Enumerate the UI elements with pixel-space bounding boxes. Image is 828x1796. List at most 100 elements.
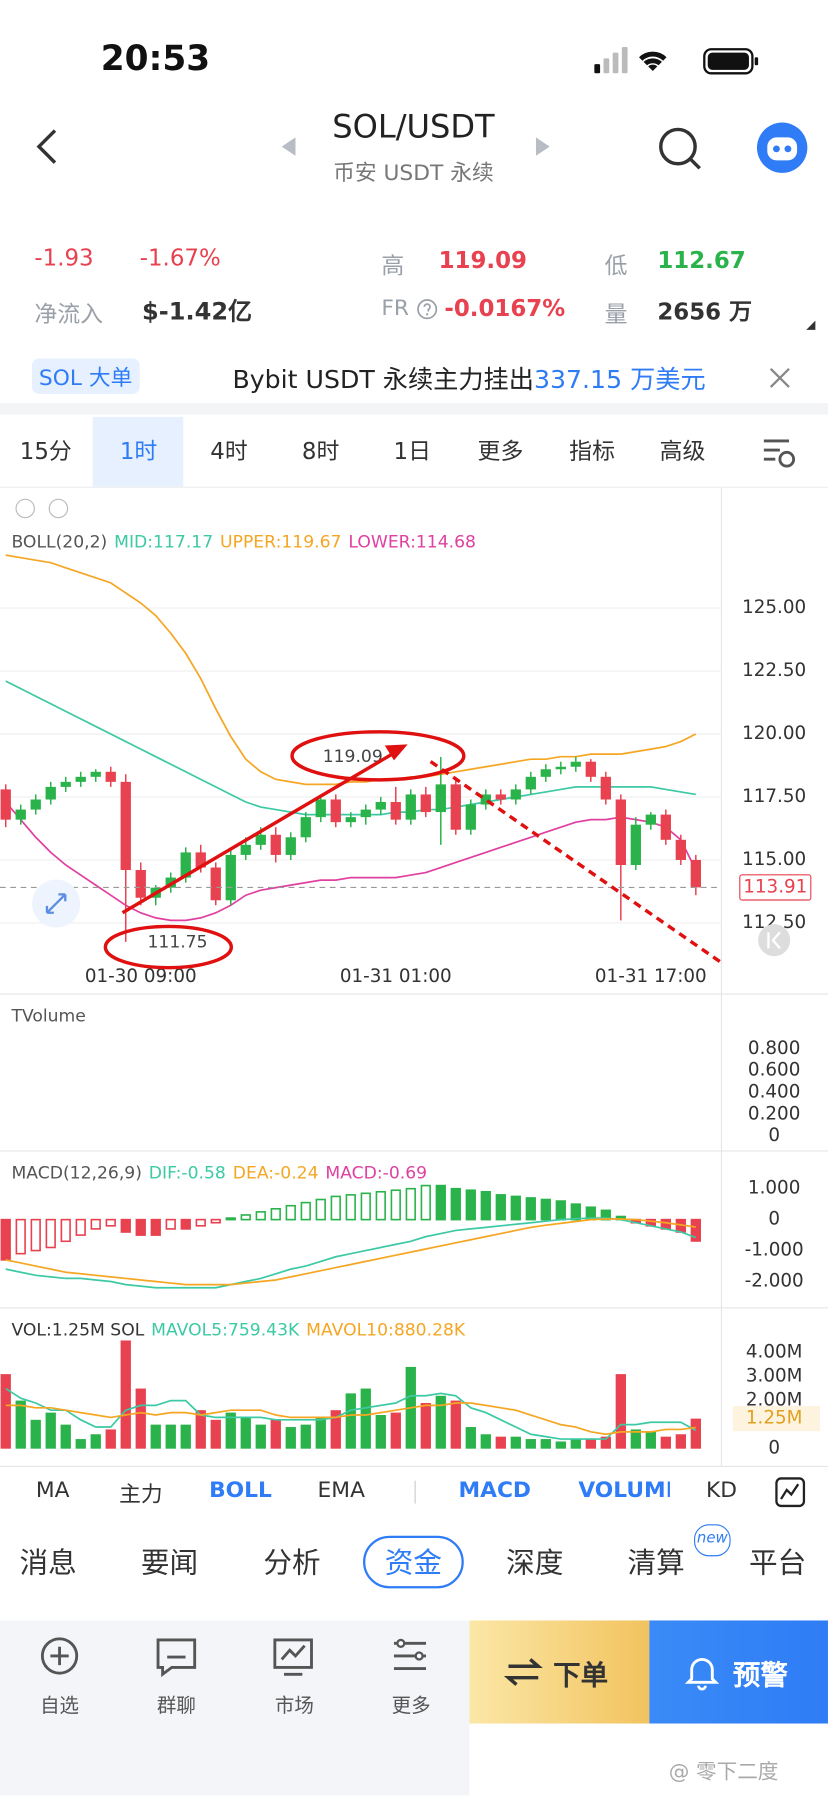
mavol-line	[5, 1402, 696, 1436]
order-button[interactable]	[469, 1620, 650, 1724]
prev-pair[interactable]	[279, 135, 297, 158]
alert-button[interactable]	[649, 1620, 828, 1724]
nav-label[interactable]: 群聊	[156, 1694, 196, 1718]
fr-help-icon[interactable]	[415, 297, 440, 322]
section-tab[interactable]: 资金	[384, 1546, 443, 1580]
section-tab[interactable]: 分析	[263, 1546, 321, 1580]
x-tick-label: 01-30 09:00	[85, 966, 197, 987]
timeframe-tab[interactable]: 指标	[569, 437, 615, 465]
volume-bar	[0, 1374, 11, 1449]
volume-bar	[435, 1395, 446, 1449]
banner-tag[interactable]: SOL 大单	[32, 358, 140, 394]
indicator-tab[interactable]: BOLL	[209, 1477, 272, 1503]
kline-chart[interactable]: 125.00 122.50 120.00 117.50 115.00 112.50 01-3…	[0, 487, 828, 1466]
price-change-pct: -1.67%	[139, 243, 221, 272]
macd-bar	[450, 1187, 461, 1221]
timeframe-tab[interactable]: 1时	[119, 437, 158, 465]
macd-bar	[420, 1184, 431, 1221]
banner-message: Bybit USDT 永续主力挂出	[232, 366, 534, 396]
candle-body	[255, 834, 266, 845]
candle-body	[480, 794, 491, 805]
indicator-tab[interactable]: VOLUME	[578, 1477, 670, 1503]
timeframe-tab[interactable]: 1日	[393, 437, 432, 465]
back-button[interactable]	[32, 126, 66, 167]
annotation-trend	[429, 760, 725, 966]
nav-label[interactable]: 更多	[391, 1694, 431, 1718]
chart-settings[interactable]	[760, 435, 797, 469]
y-tick-label: 3.00M	[746, 1366, 803, 1387]
candle-body	[45, 786, 56, 800]
section-tab[interactable]: 平台	[748, 1546, 807, 1580]
search-button[interactable]	[655, 124, 705, 174]
timeframe-tab[interactable]: 更多	[477, 437, 524, 465]
fr-label: FR	[381, 295, 409, 321]
order-label[interactable]: 下单	[553, 1659, 609, 1692]
candle-body	[660, 814, 671, 840]
legend-entry: TVolume	[11, 1005, 86, 1027]
section-tab[interactable]: 深度	[506, 1546, 564, 1580]
banner-close[interactable]	[767, 365, 792, 390]
y-tick-label: 117.50	[742, 786, 806, 807]
y-tick-label: 0	[768, 1209, 780, 1230]
last-volume-label: 1.25M	[746, 1408, 803, 1429]
y-tick-label: 125.00	[742, 597, 806, 618]
volume-bar	[120, 1340, 131, 1449]
candle-body	[90, 771, 101, 777]
macd-bar	[390, 1189, 401, 1221]
volume-bar	[600, 1436, 611, 1449]
new-badge: new	[693, 1524, 731, 1557]
candle-body	[315, 799, 326, 818]
volume-bar	[225, 1412, 236, 1449]
macd-bar	[180, 1218, 191, 1230]
nav-label[interactable]: 市场	[274, 1694, 314, 1718]
macd-bar	[225, 1217, 236, 1221]
timeframe-tab[interactable]: 8时	[301, 437, 340, 465]
timeframe-tab[interactable]: 4时	[210, 437, 248, 465]
candle-body	[510, 789, 521, 800]
legend-entry: VOL:1.25M SOL	[11, 1319, 145, 1340]
candle-body	[210, 867, 221, 901]
volume-bar	[330, 1410, 341, 1449]
avatar[interactable]	[756, 121, 809, 174]
indicator-tab[interactable]: 主力	[119, 1481, 163, 1508]
y-tick-label: 1.000	[748, 1178, 800, 1199]
legend-entry: LOWER:114.68	[348, 531, 476, 552]
annotation-ellipse	[290, 730, 466, 782]
macd-bar	[270, 1207, 281, 1221]
boll-line	[5, 554, 697, 786]
section-tab[interactable]: 消息	[19, 1546, 77, 1580]
indicator-tab[interactable]: MACD	[458, 1477, 531, 1503]
candle-body	[60, 781, 71, 787]
expand-corner[interactable]	[802, 318, 818, 332]
macd-bar	[90, 1218, 101, 1230]
macd-bar	[60, 1218, 71, 1243]
candle-body	[240, 844, 251, 855]
macd-bar	[495, 1194, 506, 1221]
section-tab[interactable]: 要闻	[140, 1546, 199, 1580]
next-pair[interactable]	[534, 135, 552, 158]
volume-bar	[480, 1434, 491, 1449]
fr-value: -0.0167%	[444, 294, 566, 322]
indicator-tab[interactable]: MA	[35, 1477, 70, 1503]
pair-subtitle: 币安 USDT 永续	[333, 160, 494, 186]
candle-body	[540, 769, 551, 777]
y-tick-label: 0.600	[748, 1060, 800, 1081]
indicator-tab[interactable]: KD	[705, 1477, 737, 1503]
timeframe-tab[interactable]: 15分	[19, 437, 72, 465]
timeframe-tab[interactable]: 高级	[659, 437, 706, 465]
draw-tool[interactable]	[774, 1476, 806, 1508]
volume-bar	[465, 1427, 476, 1449]
candle-body	[630, 824, 641, 865]
section-active-pill	[363, 1535, 464, 1589]
nav-label[interactable]: 自选	[40, 1694, 80, 1718]
macd-bar	[210, 1218, 221, 1224]
candle-body	[345, 817, 356, 823]
bottom-nav	[0, 1620, 470, 1796]
alert-label[interactable]: 预警	[732, 1659, 788, 1692]
volume-bar	[135, 1388, 146, 1449]
indicator-tab[interactable]: EMA	[317, 1477, 365, 1503]
macd-header: MACD(12,26,9) DIF:-0.58 DEA:-0.24 MACD:-0.6…	[11, 1162, 434, 1183]
volume-bar	[315, 1417, 326, 1449]
section-tab[interactable]: 清算	[627, 1546, 685, 1580]
